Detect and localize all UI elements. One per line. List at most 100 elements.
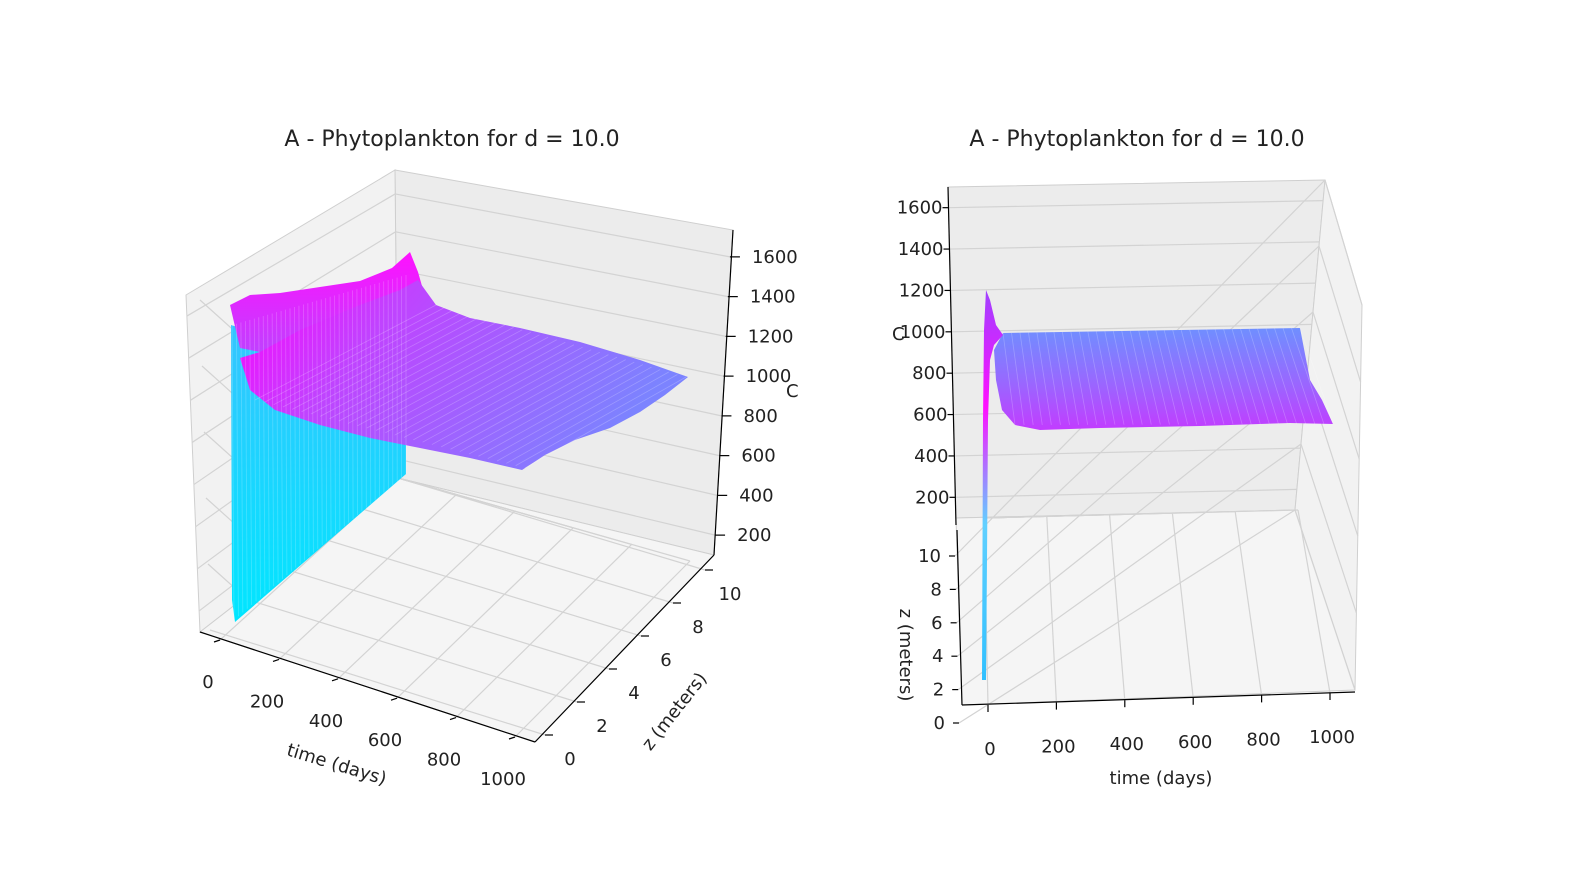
right-mesh-line bbox=[1129, 330, 1152, 425]
chart1-x-tick-label: 600 bbox=[1178, 732, 1212, 753]
left-mesh-wall-line bbox=[338, 294, 341, 531]
left-mesh-wall-line bbox=[298, 305, 301, 564]
left-mesh-wall-line bbox=[271, 313, 275, 587]
chart1-y-tick-label: 6 bbox=[931, 613, 942, 634]
right-mesh-line bbox=[1011, 332, 1025, 426]
right-mesh-line bbox=[1036, 332, 1052, 425]
right-mesh-line bbox=[1248, 328, 1279, 425]
chart-left-surface bbox=[230, 252, 688, 622]
left-mesh-wall-line bbox=[320, 299, 323, 546]
chart0-z-tick-label: 1000 bbox=[746, 366, 792, 387]
left-mesh-wall-line bbox=[316, 300, 319, 549]
chart-right-axes bbox=[947, 186, 1356, 706]
right-mesh-line bbox=[1002, 332, 1016, 426]
left-mesh-wall-line bbox=[249, 319, 253, 606]
chart1-x-grid-line bbox=[1046, 516, 1057, 703]
right-plateau bbox=[994, 328, 1333, 430]
chart0-x-grid-line bbox=[278, 494, 457, 660]
chart0-x-tick-mark bbox=[508, 736, 516, 740]
left-mesh-wall-line bbox=[343, 292, 345, 527]
chart1-y-tick-label: 0 bbox=[934, 713, 945, 734]
left-peak-ridge bbox=[230, 252, 436, 352]
chart1-z-tick-label: 1200 bbox=[899, 280, 945, 301]
left-z-axis-line bbox=[713, 229, 734, 556]
chart1-y-grid-line-side bbox=[1300, 443, 1357, 614]
left-mesh-wall-line bbox=[329, 296, 332, 538]
chart-left-title: A - Phytoplankton for d = 10.0 bbox=[284, 127, 619, 152]
chart0-x-tick-label: 1000 bbox=[480, 769, 526, 790]
left-mesh-wall-line bbox=[236, 323, 239, 617]
chart0-y-tick-label: 8 bbox=[692, 617, 703, 638]
left-mesh-top-line bbox=[366, 334, 540, 429]
left-mesh-top-line bbox=[459, 359, 626, 452]
chart0-y-tick-label: 2 bbox=[596, 716, 607, 737]
left-plateau bbox=[240, 280, 688, 470]
chart1-z-grid-line bbox=[950, 282, 1316, 292]
right-mesh-line bbox=[1240, 328, 1270, 425]
left-mesh-top-line bbox=[375, 336, 549, 431]
chart0-z-tick-label: 400 bbox=[739, 485, 773, 506]
chart1-x-grid-line bbox=[1109, 514, 1126, 701]
right-mesh-line bbox=[1045, 332, 1061, 425]
left-surface-mesh bbox=[231, 275, 687, 621]
chart0-z-grid-line bbox=[395, 269, 726, 337]
right-pane-floor bbox=[955, 509, 1356, 706]
left-mesh-wall-line bbox=[294, 307, 297, 568]
chart1-y-grid-line bbox=[958, 509, 1296, 724]
chart-right-surface bbox=[982, 290, 1334, 680]
right-mesh-line bbox=[1019, 332, 1034, 425]
left-mesh-top-line bbox=[338, 326, 514, 422]
chart-right-grid bbox=[948, 179, 1363, 724]
chart0-x-grid-line bbox=[396, 527, 574, 699]
left-mesh-top-line bbox=[487, 366, 652, 459]
chart-right: A - Phytoplankton for d = 10.0 0 200 400 60… bbox=[892, 127, 1363, 789]
chart1-z-grid-line bbox=[948, 200, 1324, 209]
chart1-x-grid-line bbox=[1234, 511, 1263, 696]
chart0-x-tick-label: 600 bbox=[368, 730, 402, 751]
chart1-x-tick-label: 400 bbox=[1110, 734, 1144, 755]
chart0-z-grid-line bbox=[395, 231, 728, 298]
chart0-z-tick-label: 1200 bbox=[748, 326, 794, 347]
right-mesh-line bbox=[1155, 330, 1179, 425]
left-mesh-wall-line bbox=[276, 312, 279, 583]
chart1-x-tick-label: 800 bbox=[1246, 729, 1280, 750]
left-mesh-top-line bbox=[273, 309, 454, 406]
chart0-x-tick-label: 400 bbox=[309, 711, 343, 732]
right-x-axis-line bbox=[961, 691, 1356, 706]
right-mesh-line bbox=[1095, 331, 1116, 425]
chart-right-xlabel: time (days) bbox=[1110, 768, 1213, 789]
chart1-x-tick-label: 200 bbox=[1041, 737, 1075, 758]
right-mesh-line bbox=[1121, 330, 1143, 425]
chart1-z-tick-label: 600 bbox=[913, 405, 947, 426]
chart0-x-tick-mark bbox=[272, 658, 280, 662]
right-initial-spike bbox=[982, 290, 1003, 680]
chart-left-zlabel: C bbox=[786, 381, 799, 402]
left-mesh-wall-line bbox=[311, 301, 314, 553]
chart1-y-grid-line bbox=[957, 443, 1302, 691]
chart0-y-grid-line bbox=[247, 599, 578, 703]
chart1-y-tick-label: 10 bbox=[918, 546, 941, 567]
chart0-z-grid-line bbox=[395, 193, 731, 258]
left-mesh-top-line bbox=[319, 322, 497, 417]
right-mesh-line bbox=[1214, 329, 1243, 425]
right-mesh-line bbox=[1104, 331, 1125, 425]
left-mesh-wall-line bbox=[262, 316, 266, 594]
chart-left-ylabel: z (meters) bbox=[638, 669, 712, 755]
chart1-x-grid-line-back bbox=[983, 509, 1299, 519]
right-z-axis-line bbox=[947, 186, 957, 526]
right-mesh-line bbox=[1299, 327, 1334, 425]
left-mesh-wall-line bbox=[253, 318, 257, 602]
chart-right-panes bbox=[947, 179, 1363, 706]
chart0-y-tick-label: 6 bbox=[660, 650, 671, 671]
left-mesh-top-line bbox=[282, 312, 463, 408]
right-mesh-line bbox=[1197, 329, 1225, 425]
chart0-z-tick-label: 800 bbox=[743, 406, 777, 427]
chart-right-ticks: 0 200 400 600 800 1000 0 2 4 6 8 10 200 400 600 800 1000… bbox=[897, 198, 1355, 760]
right-mesh-line bbox=[1206, 329, 1234, 425]
left-mesh-top-line bbox=[310, 319, 488, 415]
right-mesh-line bbox=[1087, 331, 1107, 425]
chart0-x-tick-label: 200 bbox=[250, 691, 284, 712]
right-mesh-line bbox=[1189, 329, 1216, 425]
chart1-z-grid-line bbox=[955, 488, 1297, 498]
